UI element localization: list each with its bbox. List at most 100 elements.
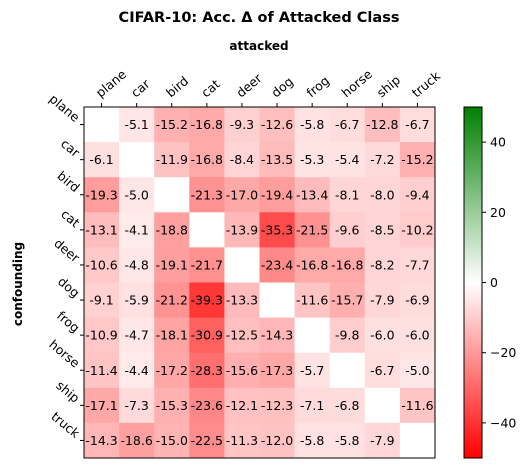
heatmap-cell bbox=[189, 212, 225, 248]
heatmap-cell bbox=[119, 177, 155, 213]
heatmap-cell bbox=[329, 422, 366, 459]
y-tick-label: frog bbox=[54, 308, 83, 335]
heatmap-cell bbox=[399, 212, 436, 248]
heatmap-cell bbox=[84, 247, 120, 283]
cell-value-label: -15.2 bbox=[401, 152, 433, 167]
cell-value-label: -21.7 bbox=[191, 257, 223, 272]
cell-value-label: -9.1 bbox=[89, 293, 113, 308]
colorbar-tick-label: 20 bbox=[490, 205, 506, 220]
cell-value-label: -8.5 bbox=[370, 222, 394, 237]
x-tick-label: dog bbox=[268, 74, 296, 101]
colorbar-tick-label: 40 bbox=[490, 135, 506, 150]
x-tick-label: cat bbox=[198, 76, 223, 100]
x-tick-label: car bbox=[128, 76, 153, 101]
cell-value-label: -21.2 bbox=[156, 293, 188, 308]
cell-value-label: -15.3 bbox=[156, 398, 188, 413]
heatmap-cell bbox=[329, 247, 366, 283]
heatmap-cell bbox=[154, 317, 190, 354]
colorbar-gradient bbox=[463, 106, 483, 459]
heatmap-cell bbox=[119, 107, 155, 143]
cell-value-label: -5.3 bbox=[300, 152, 324, 167]
heatmap-cell bbox=[399, 317, 436, 354]
cell-value-label: -28.3 bbox=[191, 363, 223, 378]
cell-value-label: -12.0 bbox=[261, 433, 293, 448]
cell-value-label: -9.6 bbox=[335, 222, 359, 237]
cell-value-label: -4.4 bbox=[124, 363, 148, 378]
heatmap-cell bbox=[294, 142, 331, 178]
x-tick-label: plane bbox=[93, 66, 129, 100]
cell-value-label: -15.7 bbox=[331, 293, 363, 308]
y-tick-label: dog bbox=[55, 274, 83, 301]
cell-value-label: -10.6 bbox=[85, 257, 117, 272]
y-tick-label: car bbox=[58, 136, 83, 161]
heatmap-cell-labels: -5.1 -15.2 -16.8 -9.3 -12.6 -5.8 -6.7 -12.8 -6.7… bbox=[85, 117, 433, 448]
heatmap-cell bbox=[329, 282, 366, 318]
colorbar-tick-label: −20 bbox=[490, 345, 516, 360]
heatmap-cell bbox=[329, 177, 366, 213]
cell-value-label: -14.3 bbox=[85, 433, 117, 448]
cell-value-label: -30.9 bbox=[191, 328, 223, 343]
cell-value-label: -7.9 bbox=[370, 433, 394, 448]
cell-value-label: -16.8 bbox=[191, 117, 223, 132]
cell-value-label: -23.4 bbox=[261, 257, 293, 272]
cell-value-label: -16.8 bbox=[191, 152, 223, 167]
chart-title: CIFAR-10: Acc. Δ of Attacked Class bbox=[119, 10, 400, 26]
heatmap-cell bbox=[224, 387, 260, 424]
cell-value-label: -13.5 bbox=[261, 152, 293, 167]
heatmap-cell bbox=[189, 247, 225, 283]
colorbar-tick-label: −40 bbox=[490, 415, 516, 430]
heatmap-cell bbox=[294, 317, 331, 354]
cell-value-label: -5.8 bbox=[300, 117, 324, 132]
heatmap-cell bbox=[364, 107, 401, 143]
cell-value-label: -11.4 bbox=[85, 363, 117, 378]
cell-value-label: -6.0 bbox=[405, 328, 429, 343]
heatmap-cell bbox=[259, 177, 295, 213]
heatmap-cells bbox=[84, 107, 436, 459]
cell-value-label: -9.3 bbox=[230, 117, 254, 132]
heatmap-cell bbox=[294, 247, 331, 283]
cell-value-label: -5.8 bbox=[300, 433, 324, 448]
cell-value-label: -13.1 bbox=[85, 222, 117, 237]
heatmap-cell bbox=[294, 212, 331, 248]
y-tick-label: deer bbox=[51, 235, 83, 265]
heatmap-cell bbox=[364, 317, 401, 354]
cell-value-label: -7.3 bbox=[124, 398, 148, 413]
x-tick-label: frog bbox=[303, 73, 332, 100]
cell-value-label: -19.3 bbox=[85, 187, 117, 202]
cell-value-label: -11.6 bbox=[401, 398, 433, 413]
cell-value-label: -6.0 bbox=[370, 328, 394, 343]
heatmap-cell bbox=[84, 142, 120, 178]
heatmap-cell bbox=[84, 422, 120, 459]
x-tick-label: truck bbox=[409, 68, 444, 101]
colorbar-tick-label: 0 bbox=[490, 275, 498, 290]
y-axis-title: confounding bbox=[11, 242, 25, 326]
heatmap-cell bbox=[119, 317, 155, 354]
cell-value-label: -5.4 bbox=[335, 152, 359, 167]
heatmap-cell bbox=[259, 107, 295, 143]
heatmap-cell bbox=[259, 317, 295, 354]
heatmap-cell bbox=[154, 352, 190, 389]
cell-value-label: -7.1 bbox=[300, 398, 324, 413]
heatmap-cell bbox=[154, 247, 190, 283]
heatmap-cell bbox=[259, 142, 295, 178]
heatmap-cell bbox=[154, 387, 190, 424]
heatmap-cell bbox=[329, 317, 366, 354]
cell-value-label: -6.8 bbox=[335, 398, 359, 413]
heatmap-cell bbox=[119, 212, 155, 248]
y-tick-label: cat bbox=[58, 206, 83, 230]
cell-value-label: -21.5 bbox=[296, 222, 328, 237]
plot-frame bbox=[83, 106, 436, 459]
cell-value-label: -12.5 bbox=[226, 328, 258, 343]
cell-value-label: -8.0 bbox=[370, 187, 394, 202]
heatmap-cell bbox=[189, 317, 225, 354]
x-tick-label: horse bbox=[339, 66, 376, 100]
cell-value-label: -6.7 bbox=[335, 117, 359, 132]
heatmap-cell bbox=[154, 177, 190, 213]
heatmap-cell bbox=[294, 282, 331, 318]
heatmap-cell bbox=[329, 387, 366, 424]
cell-value-label: -13.9 bbox=[226, 222, 258, 237]
cell-value-label: -16.8 bbox=[296, 257, 328, 272]
heatmap-cell bbox=[364, 422, 401, 459]
cell-value-label: -15.2 bbox=[156, 117, 188, 132]
